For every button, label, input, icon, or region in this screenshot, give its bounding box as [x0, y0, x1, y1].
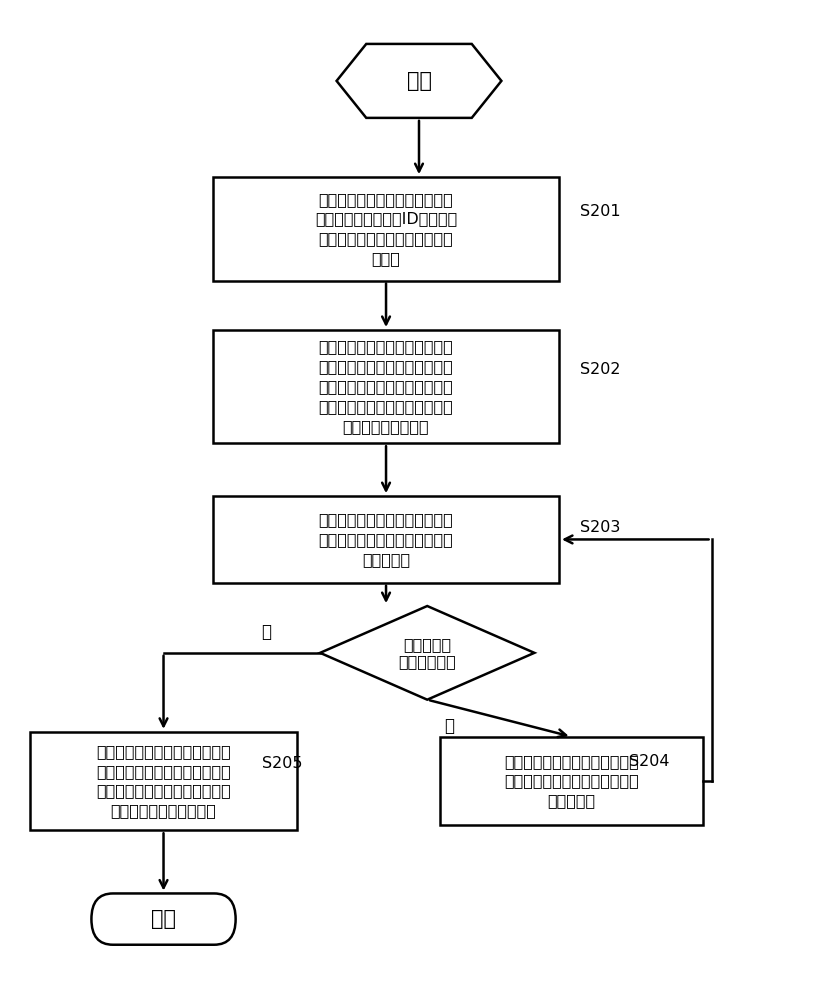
Bar — [213, 177, 559, 281]
FancyBboxPatch shape — [91, 893, 235, 945]
Text: S205: S205 — [262, 756, 303, 771]
Text: S204: S204 — [629, 754, 670, 769]
Polygon shape — [337, 44, 501, 118]
Text: S201: S201 — [580, 204, 620, 219]
Text: 是: 是 — [261, 623, 272, 641]
Text: S203: S203 — [580, 520, 620, 535]
Text: 根据对应关系，优先级最高的通
讯从机根据控制命令向通讯主机
上传数据，并触发优先级其次的
通讯从机进入数据发送环节，同
时退出数据发送环节: 根据对应关系，优先级最高的通 讯从机根据控制命令向通讯主机 上传数据，并触发优先… — [318, 339, 453, 434]
Text: 优先级其次的通讯从机再等待一
个第一预设时长之后，对通讯信
道进行侅听: 优先级其次的通讯从机再等待一 个第一预设时长之后，对通讯信 道进行侅听 — [504, 754, 639, 808]
Text: 侅听结果为
通讯信道空闲: 侅听结果为 通讯信道空闲 — [398, 637, 456, 669]
Text: 开始: 开始 — [406, 71, 432, 91]
Text: 否: 否 — [444, 717, 453, 735]
Bar — [440, 737, 703, 825]
Bar — [213, 496, 559, 583]
Text: 结束: 结束 — [151, 909, 176, 929]
Text: 优先级其次的通讯从机向通讯主
机上传数据，并触发优先级再其
次的通讯从机进入数据发送环节
，同时退出数据发送环节: 优先级其次的通讯从机向通讯主 机上传数据，并触发优先级再其 次的通讯从机进入数据… — [96, 744, 231, 818]
Text: S202: S202 — [580, 362, 620, 377]
Bar — [29, 732, 297, 830]
Text: 通讯主机采用广播机制，将各个
通讯从机的优先级与ID号的对应
关系以及控制命令下发至各个通
讯从机: 通讯主机采用广播机制，将各个 通讯从机的优先级与ID号的对应 关系以及控制命令下… — [315, 192, 458, 266]
Bar — [213, 330, 559, 443]
Polygon shape — [320, 606, 535, 700]
Text: 优先级其次的通讯从机在被触发
的第一预设时长之后，对通讯信
道进行侅听: 优先级其次的通讯从机在被触发 的第一预设时长之后，对通讯信 道进行侅听 — [318, 512, 453, 567]
